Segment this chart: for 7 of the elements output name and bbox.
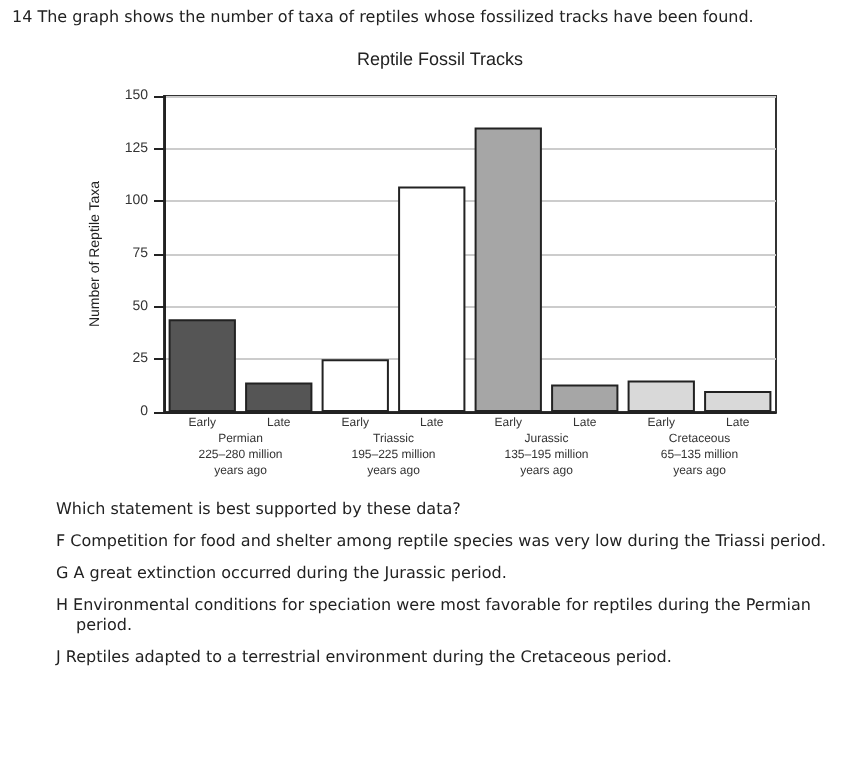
text: Which statement is best supported by these data? <box>56 500 463 520</box>
text: 14 The graph shows the number of taxa of reptiles whose fossilized tracks have been found. <box>12 8 754 26</box>
text: F Competition for food and shelter among reptile species was very low during the Triassi period. <box>56 532 829 552</box>
text: J Reptiles adapted to a terrestrial environment during the Cretaceous period. <box>56 648 674 668</box>
text: H Environmental conditions for speciation were most favorable for reptiles during the Permian period. <box>56 596 813 636</box>
chart-title: Reptile Fossil Tracks <box>356 49 525 69</box>
text: G A great extinction occurred during the Jurassic period. <box>56 564 509 584</box>
